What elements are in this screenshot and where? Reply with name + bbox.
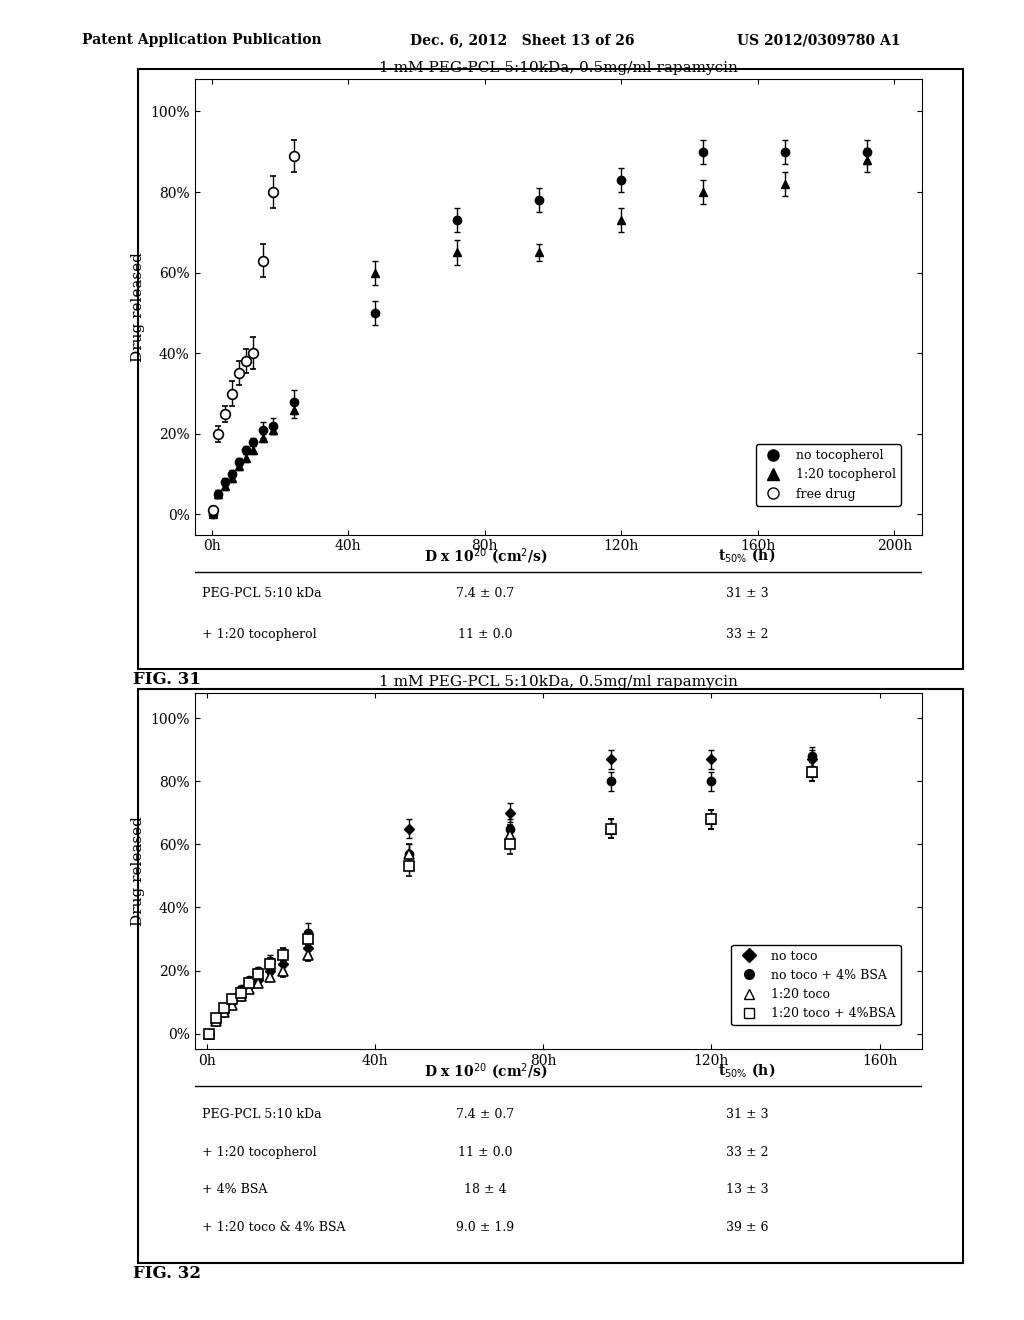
Text: 18 ± 4: 18 ± 4 [464, 1184, 507, 1196]
Text: FIG. 31: FIG. 31 [133, 671, 201, 688]
Text: D x 10$^{20}$ (cm$^{2}$/s): D x 10$^{20}$ (cm$^{2}$/s) [424, 546, 547, 566]
Text: 7.4 ± 0.7: 7.4 ± 0.7 [457, 1109, 514, 1122]
Text: t$_{50\%}$ (h): t$_{50\%}$ (h) [719, 1061, 776, 1080]
Text: 31 ± 3: 31 ± 3 [726, 1109, 768, 1122]
Text: + 1:20 tocopherol: + 1:20 tocopherol [202, 1146, 316, 1159]
Title: 1 mM PEG-PCL 5:10kDa, 0.5mg/ml rapamycin: 1 mM PEG-PCL 5:10kDa, 0.5mg/ml rapamycin [379, 675, 737, 689]
Text: + 4% BSA: + 4% BSA [202, 1184, 267, 1196]
Text: US 2012/0309780 A1: US 2012/0309780 A1 [737, 33, 901, 48]
Text: D x 10$^{20}$ (cm$^{2}$/s): D x 10$^{20}$ (cm$^{2}$/s) [424, 1061, 547, 1082]
Text: 33 ± 2: 33 ± 2 [726, 628, 768, 640]
Text: 13 ± 3: 13 ± 3 [726, 1184, 768, 1196]
Text: + 1:20 tocopherol: + 1:20 tocopherol [202, 628, 316, 640]
Text: 33 ± 2: 33 ± 2 [726, 1146, 768, 1159]
Text: 31 ± 3: 31 ± 3 [726, 586, 768, 599]
Y-axis label: Drug released: Drug released [131, 816, 144, 927]
Text: 11 ± 0.0: 11 ± 0.0 [458, 628, 513, 640]
Text: 39 ± 6: 39 ± 6 [726, 1221, 768, 1234]
Y-axis label: Drug released: Drug released [131, 252, 144, 362]
Text: + 1:20 toco & 4% BSA: + 1:20 toco & 4% BSA [202, 1221, 345, 1234]
Text: FIG. 32: FIG. 32 [133, 1265, 201, 1282]
Text: 11 ± 0.0: 11 ± 0.0 [458, 1146, 513, 1159]
Text: Patent Application Publication: Patent Application Publication [82, 33, 322, 48]
Legend: no tocopherol, 1:20 tocopherol, free drug: no tocopherol, 1:20 tocopherol, free dru… [756, 444, 901, 506]
Text: PEG-PCL 5:10 kDa: PEG-PCL 5:10 kDa [202, 1109, 322, 1122]
Text: Dec. 6, 2012   Sheet 13 of 26: Dec. 6, 2012 Sheet 13 of 26 [410, 33, 634, 48]
Title: 1 mM PEG-PCL 5:10kDa, 0.5mg/ml rapamycin: 1 mM PEG-PCL 5:10kDa, 0.5mg/ml rapamycin [379, 61, 737, 75]
Text: t$_{50\%}$ (h): t$_{50\%}$ (h) [719, 546, 776, 565]
Legend: no toco, no toco + 4% BSA, 1:20 toco, 1:20 toco + 4%BSA: no toco, no toco + 4% BSA, 1:20 toco, 1:… [731, 945, 901, 1026]
Text: PEG-PCL 5:10 kDa: PEG-PCL 5:10 kDa [202, 586, 322, 599]
Text: 7.4 ± 0.7: 7.4 ± 0.7 [457, 586, 514, 599]
Text: 9.0 ± 1.9: 9.0 ± 1.9 [457, 1221, 514, 1234]
